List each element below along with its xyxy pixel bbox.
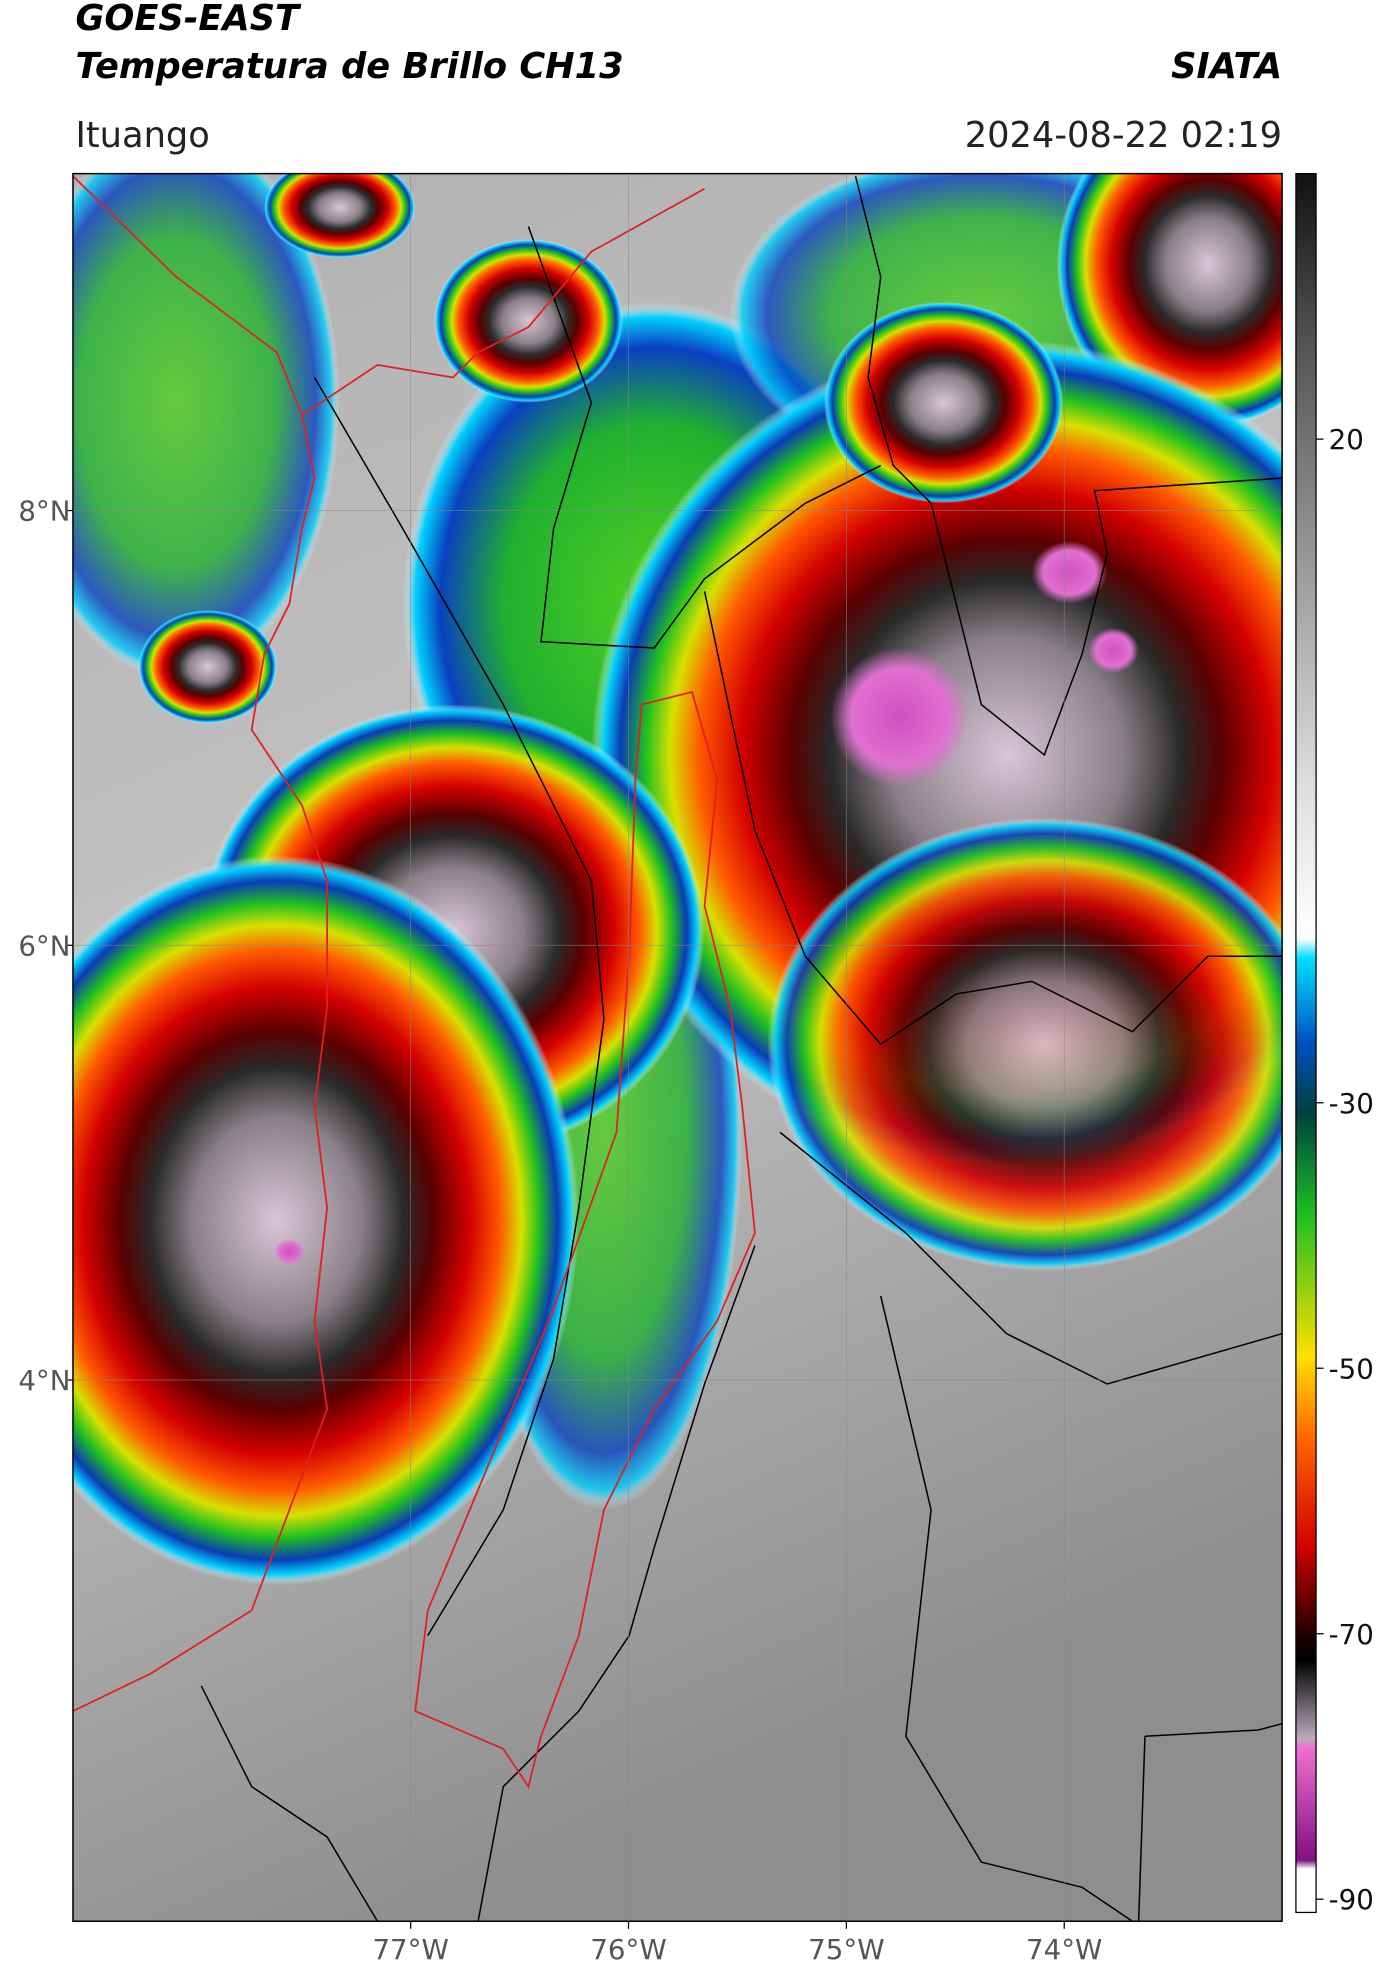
y-tick-label: 6°N xyxy=(18,929,70,962)
timestamp: 2024-08-22 02:19 xyxy=(965,115,1282,156)
brand: SIATA xyxy=(1171,46,1282,87)
x-tick-label: 76°W xyxy=(590,1933,666,1966)
colorbar-ticks: 20 -30 -50 -70 -90 xyxy=(1316,423,1374,1916)
y-tick-label: 4°N xyxy=(18,1364,70,1397)
x-tick-label: 77°W xyxy=(372,1933,448,1966)
title: GOES-EAST xyxy=(75,0,302,39)
subtitle: Temperatura de Brillo CH13 xyxy=(75,46,623,87)
colorbar-tick-label: 20 xyxy=(1329,423,1364,456)
x-tick-label: 74°W xyxy=(1026,1933,1102,1966)
location: Ituango xyxy=(75,115,209,156)
colorbar-tick-label: -50 xyxy=(1329,1352,1374,1385)
x-tick-label: 75°W xyxy=(808,1933,884,1966)
map-frame xyxy=(72,172,1283,1922)
colorbar-tick-label: -30 xyxy=(1329,1087,1374,1120)
satellite-image xyxy=(72,173,1283,1922)
colorbar xyxy=(1295,172,1317,1914)
y-tick-label: 8°N xyxy=(18,495,70,528)
axes: 77°W 76°W 75°W 74°W 8°N 6°N 4°N xyxy=(18,173,1283,1966)
colorbar-tick-label: -90 xyxy=(1329,1883,1374,1916)
colorbar-tick-label: -70 xyxy=(1329,1618,1374,1651)
